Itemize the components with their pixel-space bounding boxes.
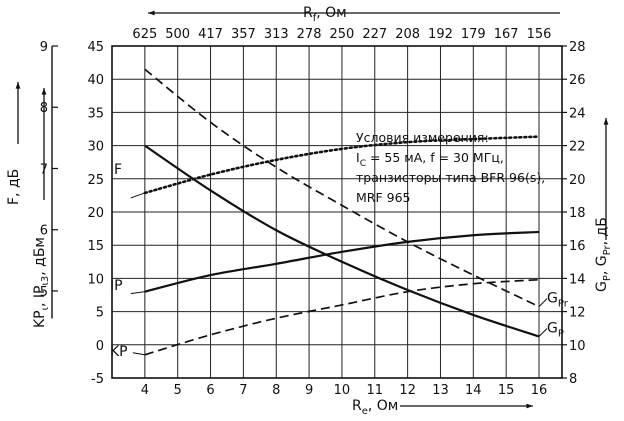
series-label-leader bbox=[538, 328, 548, 337]
right-tick-label: 12 bbox=[569, 306, 586, 321]
series-label-leader bbox=[130, 291, 145, 295]
x-tick-label: 7 bbox=[239, 383, 247, 398]
left-tick-label: 25 bbox=[87, 173, 104, 188]
right-tick-label: 24 bbox=[569, 106, 586, 121]
far-left-tick-label: 9 bbox=[40, 40, 48, 55]
x-tick-label: 4 bbox=[141, 383, 149, 398]
top-tick-label: 357 bbox=[231, 27, 256, 42]
right-tick-label: 18 bbox=[569, 206, 586, 221]
far-left-axis-label: F, дБ bbox=[6, 169, 22, 205]
series-line-kp bbox=[144, 278, 540, 356]
x-tick-label: 9 bbox=[305, 383, 313, 398]
x-tick-label: 13 bbox=[432, 383, 449, 398]
top-tick-label: 179 bbox=[461, 27, 486, 42]
x-tick-label: 14 bbox=[465, 383, 482, 398]
x-tick-label: 15 bbox=[498, 383, 515, 398]
series-label: GPr bbox=[547, 291, 569, 310]
top-tick-label: 625 bbox=[132, 27, 157, 42]
left-tick-label: 40 bbox=[87, 73, 104, 88]
top-tick-label: 208 bbox=[395, 27, 420, 42]
grid bbox=[112, 45, 562, 379]
right-tick-label: 22 bbox=[569, 140, 586, 155]
top-tick-label: 227 bbox=[362, 27, 387, 42]
top-axis-arrow-head bbox=[148, 10, 155, 16]
series-line-g-pr bbox=[144, 68, 540, 308]
top-axis-label: Rf, Ом bbox=[303, 5, 347, 24]
right-tick-label: 28 bbox=[569, 40, 586, 55]
right-axis-label: GP, GPr, дБ bbox=[594, 217, 613, 292]
series-line-ip bbox=[144, 230, 540, 293]
top-tick-label: 167 bbox=[494, 27, 519, 42]
top-tick-label: 156 bbox=[527, 27, 552, 42]
top-tick-label: 313 bbox=[264, 27, 289, 42]
series-label: F bbox=[114, 162, 122, 178]
x-tick-label: 10 bbox=[334, 383, 351, 398]
far-left-tick-label: 5 bbox=[40, 285, 48, 300]
left-tick-label: -5 bbox=[91, 372, 104, 387]
left-tick-label: 0 bbox=[96, 339, 104, 354]
series-label: GP bbox=[547, 321, 564, 340]
axes-layer: 4 5 6 7 8 9 10 11 12 13 14 15 16-5051015202530354045… bbox=[15, 10, 609, 409]
x-tick-label: 8 bbox=[272, 383, 280, 398]
right-tick-label: 10 bbox=[569, 339, 586, 354]
left-tick-label: 5 bbox=[96, 306, 104, 321]
series-layer: F IP KP GPr GP bbox=[110, 68, 569, 360]
right-tick-label: 14 bbox=[569, 272, 586, 287]
series-label-leader bbox=[130, 192, 146, 199]
top-tick-label: 278 bbox=[297, 27, 322, 42]
right-axis-arrow-head bbox=[603, 118, 609, 125]
left-axis-label: KPι, IPι3, дБм bbox=[32, 237, 51, 328]
left-tick-label: 35 bbox=[87, 106, 104, 121]
left-tick-label: 45 bbox=[87, 40, 104, 55]
annotation: Условия измерения: IC = 55 мА, f = 30 МГ… bbox=[356, 130, 545, 205]
annotation-line-4: MRF 965 bbox=[356, 190, 411, 205]
series-label-leader bbox=[132, 352, 145, 356]
left-tick-label: 20 bbox=[87, 206, 104, 221]
series-label-leader bbox=[538, 298, 548, 307]
top-tick-label: 192 bbox=[428, 27, 453, 42]
right-tick-label: 26 bbox=[569, 73, 586, 88]
far-left-tick-label: 6 bbox=[40, 224, 48, 239]
x-tick-label: 6 bbox=[206, 383, 214, 398]
x-tick-label: 5 bbox=[174, 383, 182, 398]
series-label: KP bbox=[110, 344, 128, 360]
annotation-line-1: Условия измерения: bbox=[356, 130, 489, 145]
top-tick-label: 250 bbox=[330, 27, 355, 42]
x-axis-label: Re, Ом bbox=[352, 398, 398, 417]
right-tick-label: 8 bbox=[569, 372, 577, 387]
left-axis-arrow-head bbox=[41, 88, 47, 95]
annotation-line-3: транзисторы типа BFR 96(s), bbox=[356, 170, 545, 185]
series-label: IP bbox=[110, 278, 123, 294]
far-left-axis-arrow-head bbox=[15, 82, 21, 89]
x-tick-label: 12 bbox=[399, 383, 416, 398]
right-tick-label: 16 bbox=[569, 239, 586, 254]
left-tick-label: 30 bbox=[87, 140, 104, 155]
x-tick-label: 16 bbox=[531, 383, 548, 398]
left-tick-label: 15 bbox=[87, 239, 104, 254]
right-tick-label: 20 bbox=[569, 173, 586, 188]
series-line-g-p bbox=[144, 144, 540, 338]
x-tick-label: 11 bbox=[367, 383, 384, 398]
top-tick-label: 417 bbox=[198, 27, 223, 42]
top-tick-label: 500 bbox=[165, 27, 190, 42]
x-axis-arrow-head bbox=[526, 403, 533, 409]
annotation-line-2: IC = 55 мА, f = 30 МГц, bbox=[356, 150, 504, 169]
series-line-f bbox=[143, 135, 541, 195]
left-tick-label: 10 bbox=[87, 272, 104, 287]
